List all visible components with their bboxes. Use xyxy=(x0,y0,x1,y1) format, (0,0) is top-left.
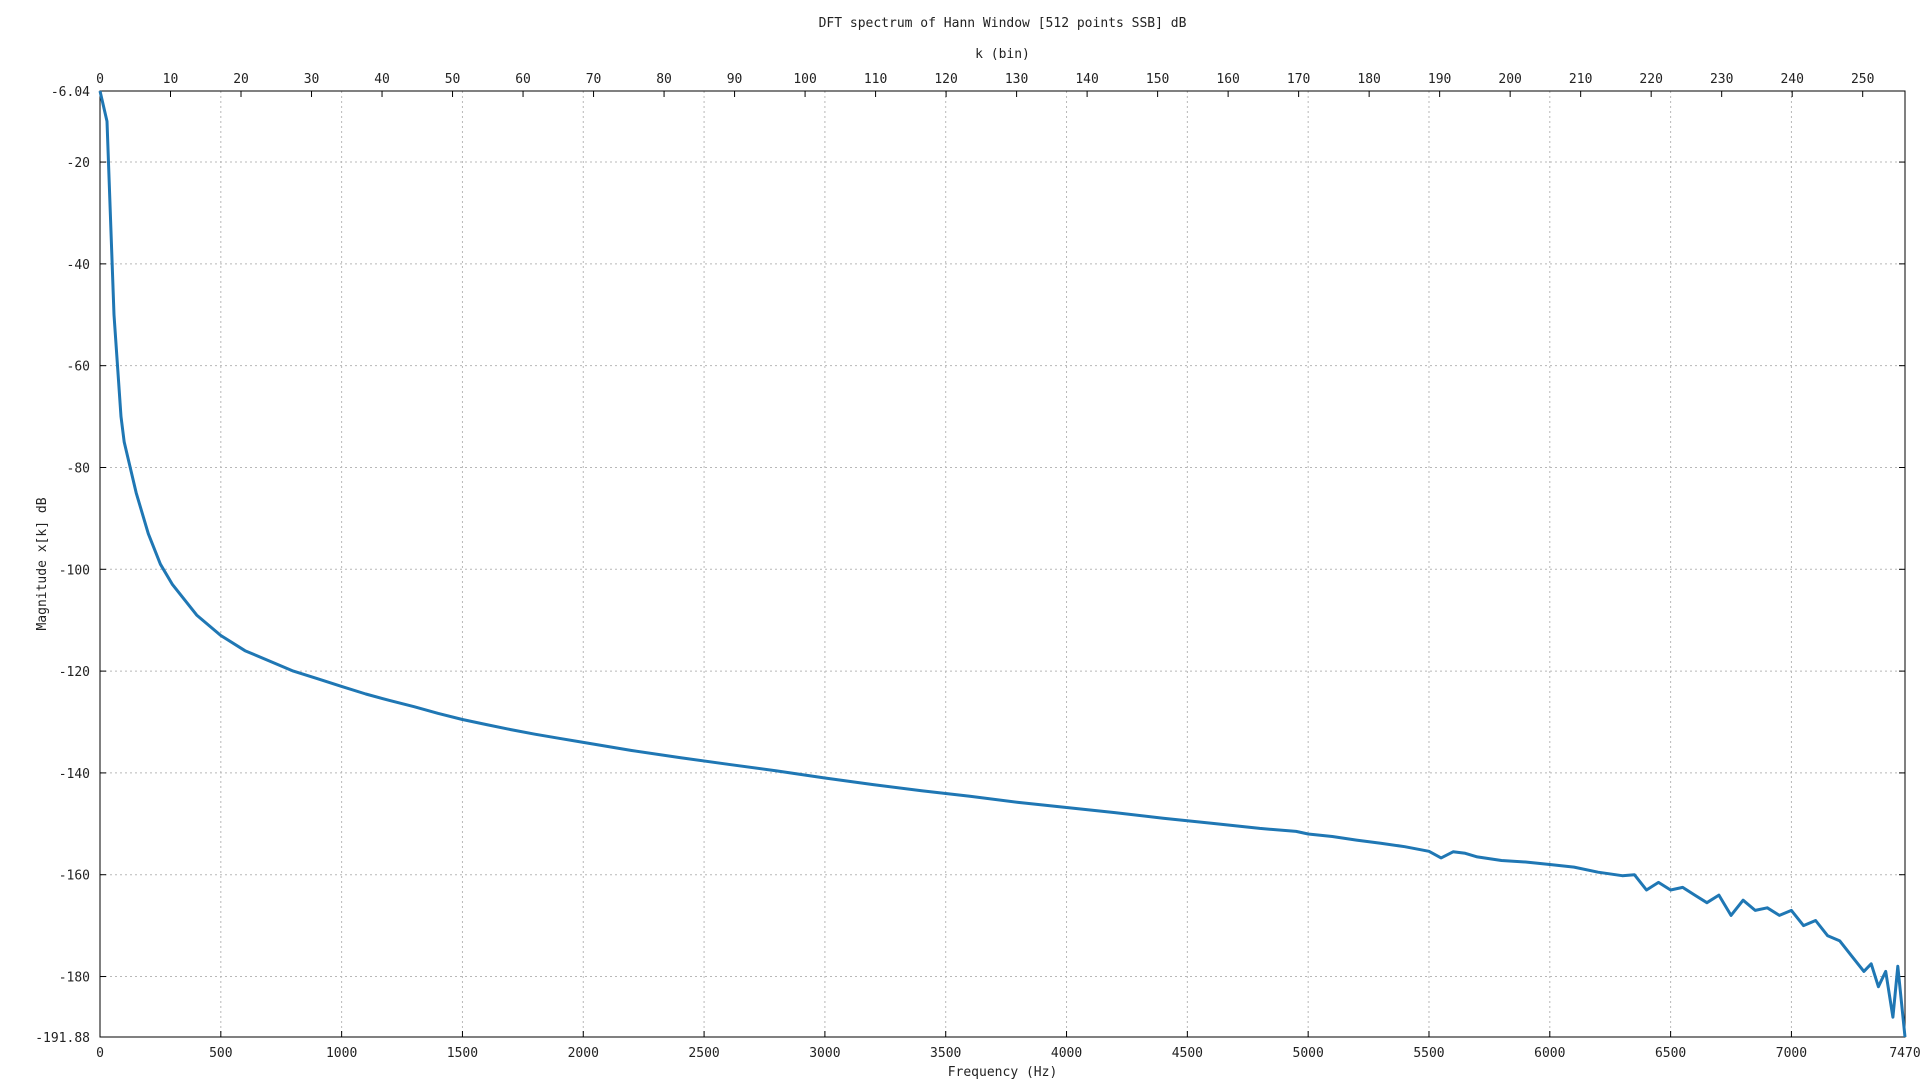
y-axis-label: Magnitude x[k] dB xyxy=(35,497,50,630)
y-tick-label: -160 xyxy=(59,869,90,884)
top-tick-label: 60 xyxy=(515,72,531,87)
series-line xyxy=(98,90,1907,1038)
top-tick-label: 10 xyxy=(163,72,179,87)
x-tick-label: 1500 xyxy=(447,1046,478,1061)
chart-title: DFT spectrum of Hann Window [512 points … xyxy=(819,16,1187,31)
top-axis-label: k (bin) xyxy=(975,47,1030,62)
x-axis-label: Frequency (Hz) xyxy=(948,1065,1058,1080)
y-tick-label: -20 xyxy=(67,156,90,171)
plot-frame xyxy=(99,90,1906,1038)
y-tick-label: -80 xyxy=(67,461,90,476)
top-tick-label: 240 xyxy=(1780,72,1803,87)
x-tick-label: 4000 xyxy=(1051,1046,1082,1061)
top-tick-label: 40 xyxy=(374,72,390,87)
y-tick-label: -40 xyxy=(67,258,90,273)
top-tick-label: 150 xyxy=(1146,72,1169,87)
top-tick-label: 230 xyxy=(1710,72,1733,87)
top-tick-label: 200 xyxy=(1498,72,1521,87)
x-tick-label: 0 xyxy=(96,1046,104,1061)
grid-lines xyxy=(100,91,1905,1037)
y-tick-label: -180 xyxy=(59,971,90,986)
top-tick-label: 70 xyxy=(586,72,602,87)
top-tick-label: 160 xyxy=(1216,72,1239,87)
top-tick-label: 90 xyxy=(727,72,743,87)
top-tick-label: 250 xyxy=(1851,72,1874,87)
top-tick-label: 190 xyxy=(1428,72,1451,87)
series-layer xyxy=(98,90,1907,1038)
top-tick-label: 170 xyxy=(1287,72,1310,87)
y-tick-label: -60 xyxy=(67,360,90,375)
x-tick-label: 4500 xyxy=(1172,1046,1203,1061)
x-tick-label: 3500 xyxy=(930,1046,961,1061)
top-tick-label: 130 xyxy=(1005,72,1028,87)
top-tick-label: 100 xyxy=(793,72,816,87)
top-tick-label: 120 xyxy=(934,72,957,87)
top-tick-label: 110 xyxy=(864,72,887,87)
x-tick-label: 2500 xyxy=(688,1046,719,1061)
y-tick-label: -140 xyxy=(59,767,90,782)
x-tick-label: 500 xyxy=(209,1046,232,1061)
top-tick-label: 50 xyxy=(445,72,461,87)
x-tick-label: 2000 xyxy=(568,1046,599,1061)
x-tick-label: 6000 xyxy=(1534,1046,1565,1061)
x-tick-label: 1000 xyxy=(326,1046,357,1061)
x-tick-label: 7000 xyxy=(1776,1046,1807,1061)
y-tick-label: -6.04 xyxy=(51,85,90,100)
x-tick-label: 7470 xyxy=(1889,1046,1920,1061)
y-tick-label: -120 xyxy=(59,665,90,680)
top-tick-label: 140 xyxy=(1075,72,1098,87)
y-tick-label: -100 xyxy=(59,563,90,578)
top-tick-label: 180 xyxy=(1357,72,1380,87)
x-tick-label: 6500 xyxy=(1655,1046,1686,1061)
top-tick-label: 220 xyxy=(1639,72,1662,87)
x-tick-label: 5000 xyxy=(1293,1046,1324,1061)
top-tick-label: 80 xyxy=(656,72,672,87)
top-tick-label: 20 xyxy=(233,72,249,87)
top-tick-label: 0 xyxy=(96,72,104,87)
top-tick-label: 30 xyxy=(304,72,320,87)
x-tick-label: 3000 xyxy=(809,1046,840,1061)
x-tick-label: 5500 xyxy=(1413,1046,1444,1061)
y-tick-label: -191.88 xyxy=(35,1031,90,1046)
top-tick-label: 210 xyxy=(1569,72,1592,87)
axis-ticks: 0 500 1000 1500 2000 2500 3000 3500 4000 4500 5000… xyxy=(35,72,1920,1061)
